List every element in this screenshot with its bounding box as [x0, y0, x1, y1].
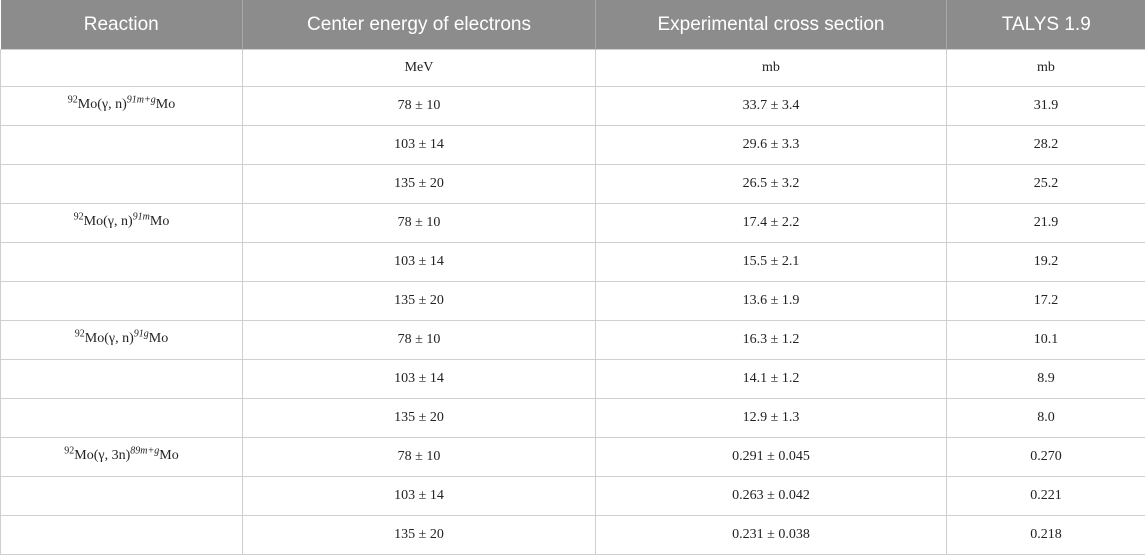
reaction-isomer: 91m+g	[127, 94, 156, 105]
table-row: 135 ± 20 13.6 ± 1.9 17.2	[1, 282, 1145, 321]
reaction-cell-empty	[1, 282, 243, 321]
table-row: 92Mo(γ, n)91m+gMo 78 ± 10 33.7 ± 3.4 31.…	[1, 87, 1145, 126]
reaction-cell: 92Mo(γ, n)91m+gMo	[1, 87, 243, 126]
talys-cell: 8.0	[947, 399, 1145, 438]
reaction-product: Mo	[159, 448, 178, 463]
reaction-cell-empty	[1, 165, 243, 204]
energy-cell: 78 ± 10	[243, 204, 596, 243]
talys-cell: 31.9	[947, 87, 1145, 126]
talys-cell: 28.2	[947, 126, 1145, 165]
reaction-cell: 92Mo(γ, 3n)89m+gMo	[1, 438, 243, 477]
exp-cell: 13.6 ± 1.9	[596, 282, 947, 321]
talys-cell: 19.2	[947, 243, 1145, 282]
header-experimental-cross-section: Experimental cross section	[596, 0, 947, 50]
reaction-cell: 92Mo(γ, n)91gMo	[1, 321, 243, 360]
reaction-product: Mo	[150, 214, 169, 229]
reaction-formula: Mo(γ, n)	[84, 214, 133, 229]
talys-cell: 8.9	[947, 360, 1145, 399]
table-row: 103 ± 14 29.6 ± 3.3 28.2	[1, 126, 1145, 165]
reaction-mass-number: 92	[74, 211, 84, 222]
unit-talys: mb	[947, 50, 1145, 87]
reaction-isomer: 91g	[134, 328, 149, 339]
exp-cell: 12.9 ± 1.3	[596, 399, 947, 438]
table-header: Reaction Center energy of electrons Expe…	[1, 0, 1145, 50]
reaction-mass-number: 92	[75, 328, 85, 339]
reaction-cell-empty	[1, 360, 243, 399]
unit-exp: mb	[596, 50, 947, 87]
unit-energy: MeV	[243, 50, 596, 87]
talys-cell: 25.2	[947, 165, 1145, 204]
reaction-cell-empty	[1, 126, 243, 165]
exp-cell: 0.263 ± 0.042	[596, 477, 947, 516]
header-reaction: Reaction	[1, 0, 243, 50]
talys-cell: 0.270	[947, 438, 1145, 477]
exp-cell: 15.5 ± 2.1	[596, 243, 947, 282]
reaction-isomer: 91m	[133, 211, 150, 222]
reaction-formula: Mo(γ, n)	[85, 331, 134, 346]
exp-cell: 0.291 ± 0.045	[596, 438, 947, 477]
exp-cell: 29.6 ± 3.3	[596, 126, 947, 165]
reaction-cell-empty	[1, 399, 243, 438]
table-row: 103 ± 14 0.263 ± 0.042 0.221	[1, 477, 1145, 516]
reaction-isomer: 89m+g	[130, 445, 159, 456]
exp-cell: 14.1 ± 1.2	[596, 360, 947, 399]
reaction-product: Mo	[156, 97, 175, 112]
table-row: 92Mo(γ, n)91gMo 78 ± 10 16.3 ± 1.2 10.1	[1, 321, 1145, 360]
unit-reaction	[1, 50, 243, 87]
exp-cell: 26.5 ± 3.2	[596, 165, 947, 204]
table-row: 103 ± 14 15.5 ± 2.1 19.2	[1, 243, 1145, 282]
exp-cell: 33.7 ± 3.4	[596, 87, 947, 126]
table-body: MeV mb mb 92Mo(γ, n)91m+gMo 78 ± 10 33.7…	[1, 50, 1145, 555]
energy-cell: 78 ± 10	[243, 321, 596, 360]
energy-cell: 103 ± 14	[243, 477, 596, 516]
energy-cell: 78 ± 10	[243, 438, 596, 477]
talys-cell: 17.2	[947, 282, 1145, 321]
exp-cell: 16.3 ± 1.2	[596, 321, 947, 360]
table-row: 103 ± 14 14.1 ± 1.2 8.9	[1, 360, 1145, 399]
header-center-energy: Center energy of electrons	[243, 0, 596, 50]
energy-cell: 135 ± 20	[243, 399, 596, 438]
reaction-formula: Mo(γ, 3n)	[74, 448, 130, 463]
energy-cell: 103 ± 14	[243, 360, 596, 399]
reaction-product: Mo	[149, 331, 168, 346]
energy-cell: 103 ± 14	[243, 243, 596, 282]
reaction-mass-number: 92	[68, 94, 78, 105]
units-row: MeV mb mb	[1, 50, 1145, 87]
table-row: 92Mo(γ, 3n)89m+gMo 78 ± 10 0.291 ± 0.045…	[1, 438, 1145, 477]
table-row: 135 ± 20 12.9 ± 1.3 8.0	[1, 399, 1145, 438]
talys-cell: 21.9	[947, 204, 1145, 243]
talys-cell: 10.1	[947, 321, 1145, 360]
reaction-cell-empty	[1, 477, 243, 516]
energy-cell: 135 ± 20	[243, 282, 596, 321]
talys-cell: 0.221	[947, 477, 1145, 516]
exp-cell: 17.4 ± 2.2	[596, 204, 947, 243]
reaction-cell: 92Mo(γ, n)91mMo	[1, 204, 243, 243]
reaction-cell-empty	[1, 243, 243, 282]
reaction-mass-number: 92	[64, 445, 74, 456]
table-row: 135 ± 20 26.5 ± 3.2 25.2	[1, 165, 1145, 204]
energy-cell: 103 ± 14	[243, 126, 596, 165]
table-row: 92Mo(γ, n)91mMo 78 ± 10 17.4 ± 2.2 21.9	[1, 204, 1145, 243]
energy-cell: 135 ± 20	[243, 165, 596, 204]
energy-cell: 78 ± 10	[243, 87, 596, 126]
header-talys: TALYS 1.9	[947, 0, 1145, 50]
reaction-formula: Mo(γ, n)	[78, 97, 127, 112]
